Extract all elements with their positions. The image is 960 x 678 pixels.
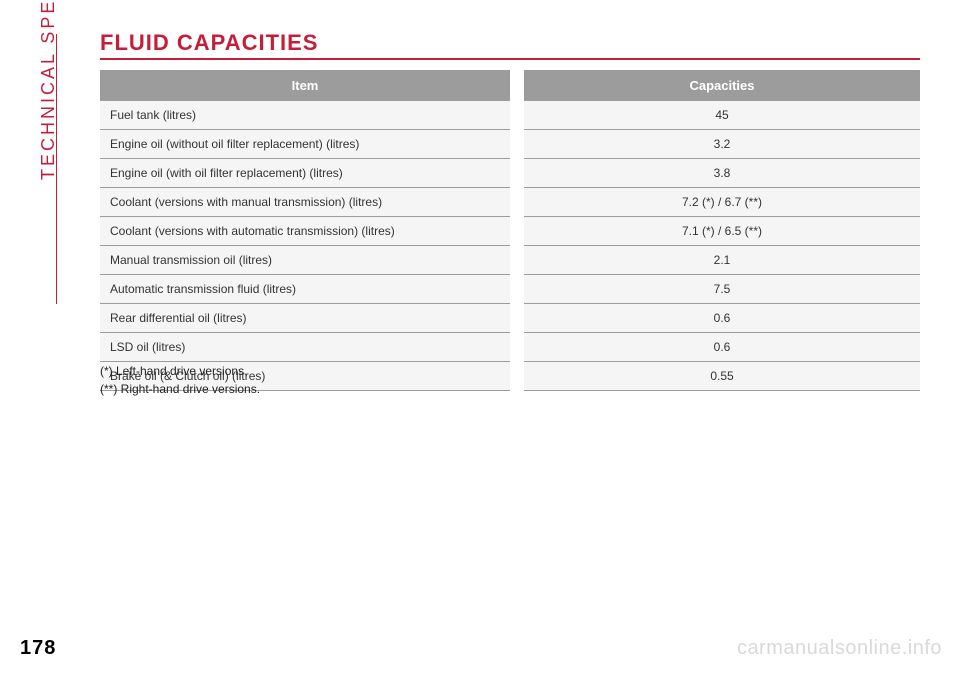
cell-item: Rear differential oil (litres) <box>100 304 510 333</box>
table-row: Engine oil (with oil filter replacement)… <box>100 159 920 188</box>
sidebar-line <box>56 34 57 304</box>
cell-gap <box>510 130 524 159</box>
cell-item: Engine oil (with oil filter replacement)… <box>100 159 510 188</box>
cell-gap <box>510 304 524 333</box>
cell-item: Manual transmission oil (litres) <box>100 246 510 275</box>
footnote-line: (**) Right-hand drive versions. <box>100 380 260 398</box>
cell-item: Coolant (versions with automatic transmi… <box>100 217 510 246</box>
footnote-line: (*) Left-hand drive versions. <box>100 362 260 380</box>
table-row: Automatic transmission fluid (litres) 7.5 <box>100 275 920 304</box>
table-row: Coolant (versions with automatic transmi… <box>100 217 920 246</box>
table-header-row: Item Capacities <box>100 70 920 101</box>
cell-capacity: 3.8 <box>524 159 920 188</box>
table-row: Manual transmission oil (litres) 2.1 <box>100 246 920 275</box>
cell-capacity: 3.2 <box>524 130 920 159</box>
cell-gap <box>510 275 524 304</box>
cell-capacity: 0.6 <box>524 333 920 362</box>
cell-capacity: 7.1 (*) / 6.5 (**) <box>524 217 920 246</box>
cell-capacity: 0.6 <box>524 304 920 333</box>
cell-capacity: 7.2 (*) / 6.7 (**) <box>524 188 920 217</box>
cell-item: Engine oil (without oil filter replaceme… <box>100 130 510 159</box>
table-row: LSD oil (litres) 0.6 <box>100 333 920 362</box>
col-gap <box>510 70 524 101</box>
watermark: carmanualsonline.info <box>737 637 942 660</box>
table-row: Rear differential oil (litres) 0.6 <box>100 304 920 333</box>
cell-item: Coolant (versions with manual transmissi… <box>100 188 510 217</box>
cell-capacity: 2.1 <box>524 246 920 275</box>
cell-gap <box>510 362 524 391</box>
footnotes: (*) Left-hand drive versions.(**) Right-… <box>100 362 260 398</box>
cell-gap <box>510 217 524 246</box>
cell-gap <box>510 333 524 362</box>
table-row: Fuel tank (litres) 45 <box>100 101 920 130</box>
table-row: Engine oil (without oil filter replaceme… <box>100 130 920 159</box>
table-row: Coolant (versions with manual transmissi… <box>100 188 920 217</box>
cell-item: Fuel tank (litres) <box>100 101 510 130</box>
cell-gap <box>510 246 524 275</box>
cell-gap <box>510 101 524 130</box>
table-body: Fuel tank (litres) 45 Engine oil (without … <box>100 101 920 391</box>
page-title: FLUID CAPACITIES <box>100 30 318 56</box>
col-item: Item <box>100 70 510 101</box>
cell-capacity: 0.55 <box>524 362 920 391</box>
cell-item: LSD oil (litres) <box>100 333 510 362</box>
cell-capacity: 7.5 <box>524 275 920 304</box>
page-number: 178 <box>20 637 56 660</box>
title-underline <box>100 58 920 60</box>
cell-item: Automatic transmission fluid (litres) <box>100 275 510 304</box>
col-cap: Capacities <box>524 70 920 101</box>
cell-gap <box>510 188 524 217</box>
capacities-table: Item Capacities Fuel tank (litres) 45 Engi… <box>100 70 920 391</box>
cell-gap <box>510 159 524 188</box>
cell-capacity: 45 <box>524 101 920 130</box>
